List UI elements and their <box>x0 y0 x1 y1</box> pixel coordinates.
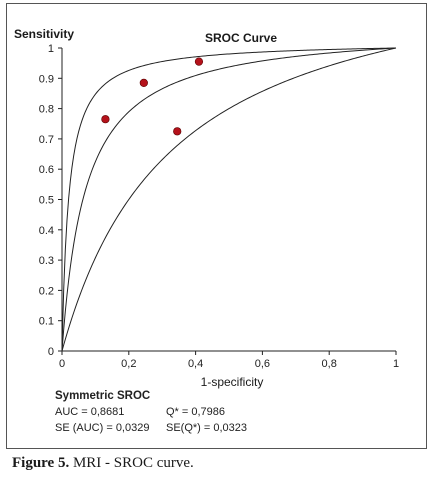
y-tick-label: 0.6 <box>39 164 54 176</box>
y-tick-label: 0.1 <box>39 316 54 328</box>
figure-frame <box>6 3 427 449</box>
x-tick-label: 0 <box>59 358 65 370</box>
caption-text: MRI - SROC curve. <box>69 455 194 471</box>
x-tick-label: 0,6 <box>255 358 270 370</box>
y-tick-label: 1 <box>48 43 54 55</box>
data-point <box>194 57 204 66</box>
x-tick-label: 1 <box>393 358 399 370</box>
data-point <box>173 127 182 136</box>
q-star-value: Q* = 0,7986 <box>166 406 226 418</box>
x-tick-label: 0,4 <box>188 358 203 370</box>
x-tick-label: 0,8 <box>322 358 337 370</box>
y-tick-label: 0.8 <box>39 104 54 116</box>
y-tick-label: 0 <box>48 346 54 358</box>
y-tick-label: 0.4 <box>39 225 54 237</box>
data-point <box>139 78 148 87</box>
x-axis-label: 1-specificity <box>201 375 264 389</box>
x-tick-label: 0,2 <box>121 358 136 370</box>
y-tick-label: 0.7 <box>39 134 54 146</box>
caption-label: Figure 5. <box>12 455 70 471</box>
chart-title: SROC Curve <box>205 31 277 45</box>
data-point <box>101 115 110 124</box>
y-tick-label: 0.9 <box>39 73 54 85</box>
y-tick-label: 0.5 <box>39 195 54 207</box>
figure-caption: Figure 5. MRI - SROC curve. <box>12 455 194 472</box>
se-q-star-value: SE(Q*) = 0,0323 <box>166 422 248 434</box>
y-tick-label: 0.2 <box>39 285 54 297</box>
se-auc-value: SE (AUC) = 0,0329 <box>55 422 150 434</box>
auc-value: AUC = 0,8681 <box>55 406 125 418</box>
y-tick-label: 0.3 <box>39 255 54 267</box>
stats-title: Symmetric SROC <box>55 390 151 402</box>
sroc-curve <box>61 47 397 352</box>
y-axis-label: Sensitivity <box>14 27 74 41</box>
sroc-curve <box>61 47 397 352</box>
sroc-curve <box>61 47 397 352</box>
